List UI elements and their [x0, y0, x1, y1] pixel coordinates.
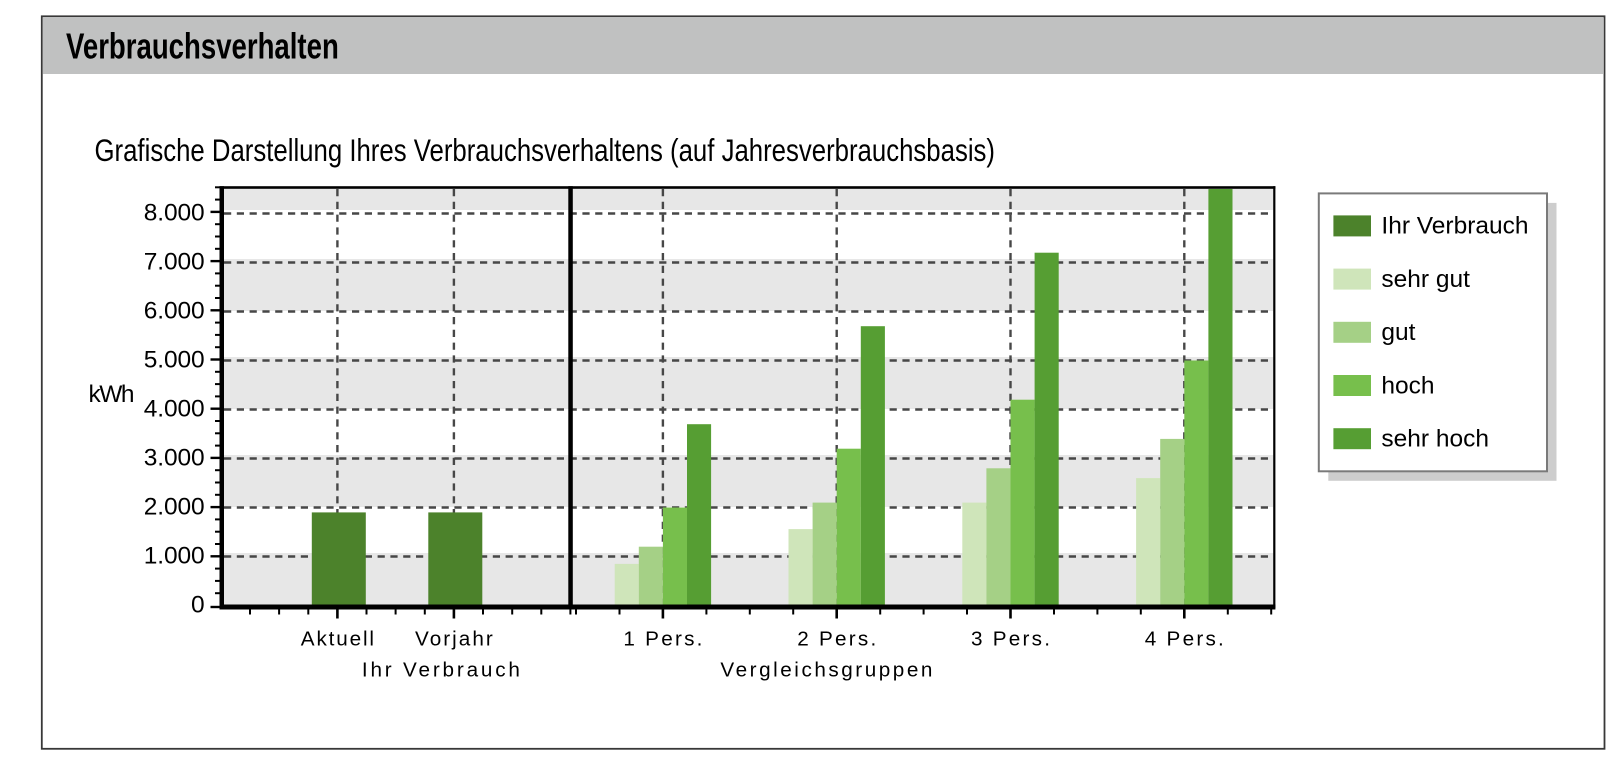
svg-text:3.000: 3.000 — [144, 444, 205, 471]
svg-text:Ihr Verbrauch: Ihr Verbrauch — [1381, 213, 1528, 240]
svg-text:1.000: 1.000 — [144, 542, 205, 569]
svg-text:5.000: 5.000 — [144, 346, 205, 373]
svg-text:2.000: 2.000 — [144, 493, 205, 520]
svg-text:hoch: hoch — [1381, 372, 1434, 399]
svg-text:gut: gut — [1381, 319, 1415, 346]
svg-text:4.000: 4.000 — [144, 395, 205, 422]
svg-text:Aktuell: Aktuell — [301, 628, 374, 651]
svg-text:6.000: 6.000 — [144, 297, 205, 324]
svg-text:kWh: kWh — [89, 381, 135, 408]
svg-text:0: 0 — [191, 591, 205, 618]
svg-text:Verbrauchsverhalten: Verbrauchsverhalten — [66, 26, 339, 66]
svg-text:sehr gut: sehr gut — [1381, 266, 1470, 293]
svg-text:sehr hoch: sehr hoch — [1381, 426, 1489, 453]
svg-text:8.000: 8.000 — [144, 199, 205, 226]
svg-text:Vorjahr: Vorjahr — [415, 628, 493, 651]
svg-text:7.000: 7.000 — [144, 248, 205, 275]
svg-text:Grafische Darstellung Ihres Ve: Grafische Darstellung Ihres Verbrauchsve… — [95, 133, 996, 168]
